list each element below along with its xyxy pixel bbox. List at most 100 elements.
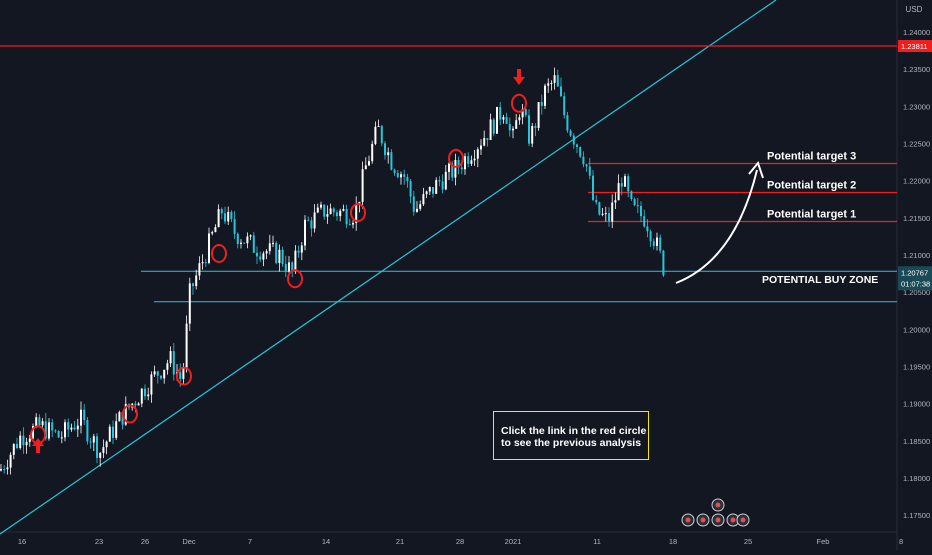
event-icon-dot (730, 517, 736, 523)
candle-body (265, 251, 268, 254)
up-arrow-marker (32, 438, 44, 453)
candle-body (512, 128, 514, 131)
candle-body (451, 163, 454, 178)
candle-body (51, 422, 54, 431)
candle-body (92, 436, 95, 443)
candle-body (3, 469, 6, 471)
candle-body (604, 213, 607, 215)
candle-body (406, 176, 409, 182)
candle-body (99, 452, 102, 458)
candle-body (304, 219, 306, 246)
candle-body (294, 250, 297, 271)
analysis-circle-marker (176, 366, 192, 386)
candle-body (438, 180, 441, 182)
analysis-circle-marker (511, 93, 527, 113)
candle-body (112, 426, 114, 438)
candle-body (563, 96, 566, 116)
candle-body (400, 174, 402, 178)
candle-body (252, 235, 255, 253)
candle-body (595, 199, 598, 203)
buy-zone-label: POTENTIAL BUY ZONE (762, 274, 878, 286)
candle-body (524, 109, 527, 116)
candle-body (502, 117, 505, 120)
candle-body (204, 262, 207, 264)
candle-body (288, 262, 290, 272)
candle-body (6, 467, 9, 470)
x-tick-label: 23 (95, 537, 103, 546)
candle-body (32, 425, 34, 439)
candle-body (419, 204, 422, 209)
candle-body (425, 191, 428, 195)
resistance-price-label: 1.23811 (901, 42, 928, 51)
candle-body (156, 371, 159, 376)
target-label: Potential target 2 (767, 180, 856, 192)
candle-body (188, 283, 191, 324)
x-tick-label: 11 (593, 537, 601, 546)
candle-body (140, 388, 143, 404)
y-tick-label: 1.23500 (903, 65, 930, 74)
candle-body (492, 119, 495, 134)
candle-body (220, 209, 223, 214)
candle-body (224, 213, 226, 222)
candle-body (262, 253, 265, 260)
candle-body (371, 143, 374, 162)
candle-body (476, 149, 479, 159)
candle-body (12, 443, 15, 455)
candle-body (377, 125, 380, 127)
candle-body (249, 235, 252, 237)
y-tick-label: 1.19000 (903, 400, 930, 409)
candle-body (76, 425, 79, 430)
candle-body (102, 447, 105, 453)
candle-body (70, 427, 73, 430)
candle-body (598, 202, 601, 215)
candle-body (275, 242, 278, 264)
y-tick-label: 1.17500 (903, 511, 930, 520)
candle-body (387, 152, 390, 156)
candle-body (240, 242, 242, 244)
candle-body (582, 156, 585, 165)
candle-body (80, 409, 82, 426)
candle-body (544, 85, 546, 106)
event-icon-dot (715, 517, 721, 523)
y-tick-label: 1.19500 (903, 362, 930, 371)
y-tick-label: 1.20000 (903, 325, 930, 334)
candle-body (620, 183, 623, 187)
candle-body (166, 363, 169, 370)
candle-body (96, 436, 98, 458)
x-tick-label: 8 (899, 537, 903, 546)
y-tick-label: 1.24000 (903, 28, 930, 37)
candle-body (534, 126, 537, 128)
candle-body (278, 249, 281, 264)
projection-arrow (675, 169, 758, 284)
candle-body (25, 441, 28, 446)
currency-label: USD (906, 5, 923, 14)
candle-body (630, 191, 633, 199)
candle-body (227, 211, 230, 222)
candle-body (105, 441, 108, 448)
candle-body (636, 205, 639, 207)
x-tick-label: 14 (322, 537, 330, 546)
candle-body (496, 107, 498, 134)
candle-body (169, 351, 172, 364)
candle-body (118, 412, 121, 422)
candle-body (208, 233, 210, 263)
candle-body (403, 174, 406, 177)
candle-body (515, 120, 518, 129)
candle-body (198, 263, 201, 276)
candle-body (329, 208, 332, 215)
candle-body (592, 175, 594, 200)
candle-body (41, 421, 44, 426)
candle-body (569, 130, 572, 136)
note-line-1: Click the link in the red circle (501, 425, 647, 437)
candle-body (361, 169, 364, 202)
y-tick-label: 1.18000 (903, 474, 930, 483)
candle-body (422, 194, 425, 205)
candle-body (396, 172, 399, 178)
candle-body (124, 403, 127, 425)
candle-body (281, 249, 284, 264)
candle-body (508, 123, 511, 131)
candle-body (454, 159, 457, 178)
